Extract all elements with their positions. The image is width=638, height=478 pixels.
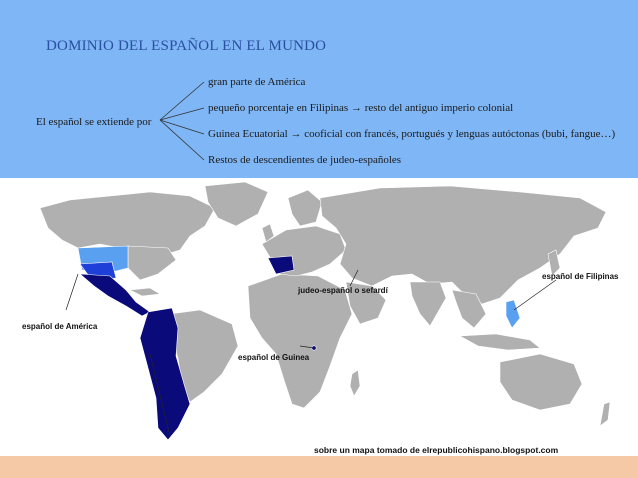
asia: [319, 185, 607, 305]
branch-sefardi: Restos de descendientes de judeo-español…: [208, 154, 402, 166]
new-zealand: [599, 401, 611, 427]
madagascar: [349, 369, 361, 397]
pointer-america-1: [65, 273, 79, 311]
spain: [267, 255, 295, 275]
british-isles: [261, 223, 275, 243]
india: [409, 281, 447, 327]
lead-text: El español se extiende por: [36, 116, 152, 128]
pointer-filipinas: [513, 279, 557, 311]
southeast-asia: [451, 289, 487, 329]
philippines: [505, 299, 521, 329]
branch-lines: [159, 81, 205, 161]
scandinavia: [287, 189, 323, 227]
branch-line-1: [159, 107, 205, 121]
label-espanol-filipinas: español de Filipinas: [542, 272, 619, 281]
map-credit: sobre un mapa tomado de elrepublicohispa…: [314, 445, 559, 455]
us-east: [127, 245, 177, 281]
label-espanol-america: español de América: [22, 322, 98, 331]
indonesia: [458, 333, 541, 351]
branch-filipinas: pequeño porcentaje en Filipinas → resto …: [208, 102, 514, 114]
pointer-sefardi: [349, 269, 359, 287]
branch-guinea: Guinea Ecuatorial → cooficial con francé…: [208, 128, 616, 140]
header-panel: DOMINIO DEL ESPAÑOL EN EL MUNDO El españ…: [0, 0, 638, 178]
page-title: DOMINIO DEL ESPAÑOL EN EL MUNDO: [46, 38, 327, 54]
pointer-guinea: [299, 345, 315, 349]
branch-line-3: [159, 119, 205, 161]
japan: [547, 249, 561, 277]
world-map: [39, 181, 611, 441]
arabia: [345, 281, 387, 325]
greenland: [204, 181, 269, 227]
australia: [499, 353, 583, 411]
africa: [247, 273, 353, 409]
branch-line-2: [159, 119, 205, 135]
caribbean: [128, 287, 161, 297]
mexico-central-america: [79, 273, 151, 317]
footer-bar: [0, 456, 638, 478]
label-sefardi: judeo-español o sefardí: [298, 286, 388, 295]
north-america-north: [39, 191, 216, 257]
label-espanol-guinea: español de Guinea: [238, 353, 310, 362]
branch-america: gran parte de América: [208, 76, 306, 88]
south-america-spanish: [139, 307, 191, 441]
branch-line-0: [159, 81, 205, 121]
pointer-america-2: [149, 353, 171, 437]
